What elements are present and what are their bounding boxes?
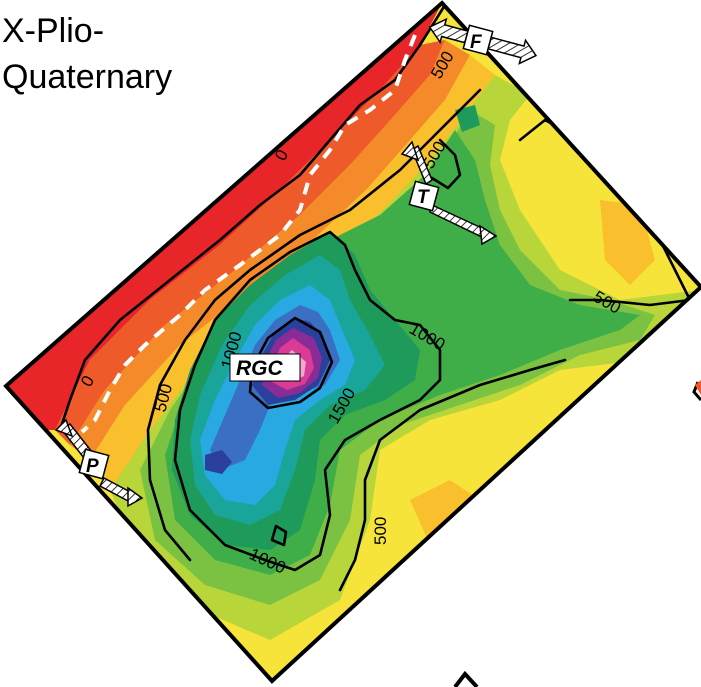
marker-label-P: P xyxy=(86,456,99,477)
contour-500-mid xyxy=(430,138,462,190)
contour-500-left xyxy=(146,88,482,562)
contour-label-500-lower: 500 xyxy=(371,517,390,545)
patch-green-top xyxy=(455,105,480,132)
basin-label-box xyxy=(229,353,301,382)
marker-label-F: F xyxy=(470,32,483,53)
adjacent-frame-fill xyxy=(695,380,701,395)
contour-1000 xyxy=(173,230,442,572)
contour-0 xyxy=(58,3,447,432)
stress-arrow-icon xyxy=(400,140,498,246)
patch-navy-low xyxy=(205,450,232,474)
basin-label: RGC xyxy=(236,357,284,380)
map-frame xyxy=(3,0,701,684)
contour-1500 xyxy=(248,316,334,410)
marker-label-T: T xyxy=(417,187,430,208)
stress-arrow-icon xyxy=(54,418,144,508)
band-orange xyxy=(70,40,470,460)
title-line-2: Quaternary xyxy=(2,58,172,96)
adjacent-frame-bottom xyxy=(453,670,479,687)
stress-arrow-icon xyxy=(428,17,538,65)
title-line-1: X-Plio- xyxy=(2,12,104,50)
band-orange-red xyxy=(55,40,445,445)
contour-1000-inner xyxy=(270,524,288,547)
band-red xyxy=(6,3,442,430)
contour-500-bottom xyxy=(338,358,567,592)
